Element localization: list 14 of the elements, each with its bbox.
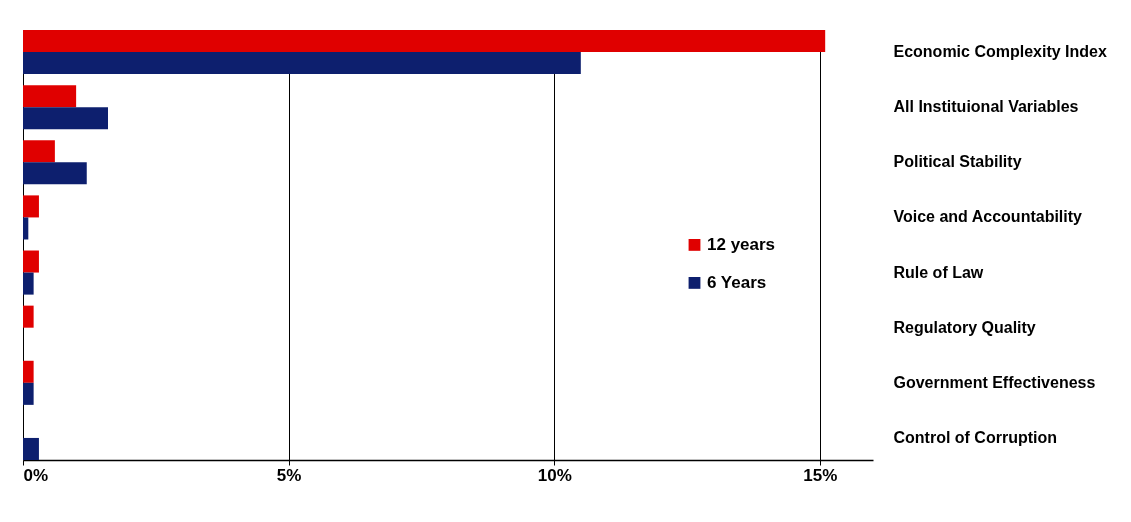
legend-label: 12 years	[707, 234, 776, 254]
y-tick-label: Economic Complexity Index	[893, 43, 1107, 61]
x-tick-label: 10%	[537, 465, 572, 485]
y-tick-label: Control of Corruption	[893, 428, 1058, 446]
y-tick-label: Voice and Accountability	[893, 208, 1083, 226]
y-tick-label: Political Stability	[893, 153, 1022, 171]
x-tick-label: 0%	[23, 465, 49, 485]
y-tick-label: Government Effectiveness	[893, 373, 1096, 391]
x-tick-label: 5%	[276, 465, 302, 485]
y-tick-label: All Instituional Variables	[893, 98, 1079, 116]
y-tick-label: Rule of Law	[893, 263, 984, 281]
x-tick-label: 15%	[803, 465, 838, 485]
y-tick-label: Regulatory Quality	[893, 318, 1036, 336]
legend-label: 6 Years	[707, 272, 767, 292]
